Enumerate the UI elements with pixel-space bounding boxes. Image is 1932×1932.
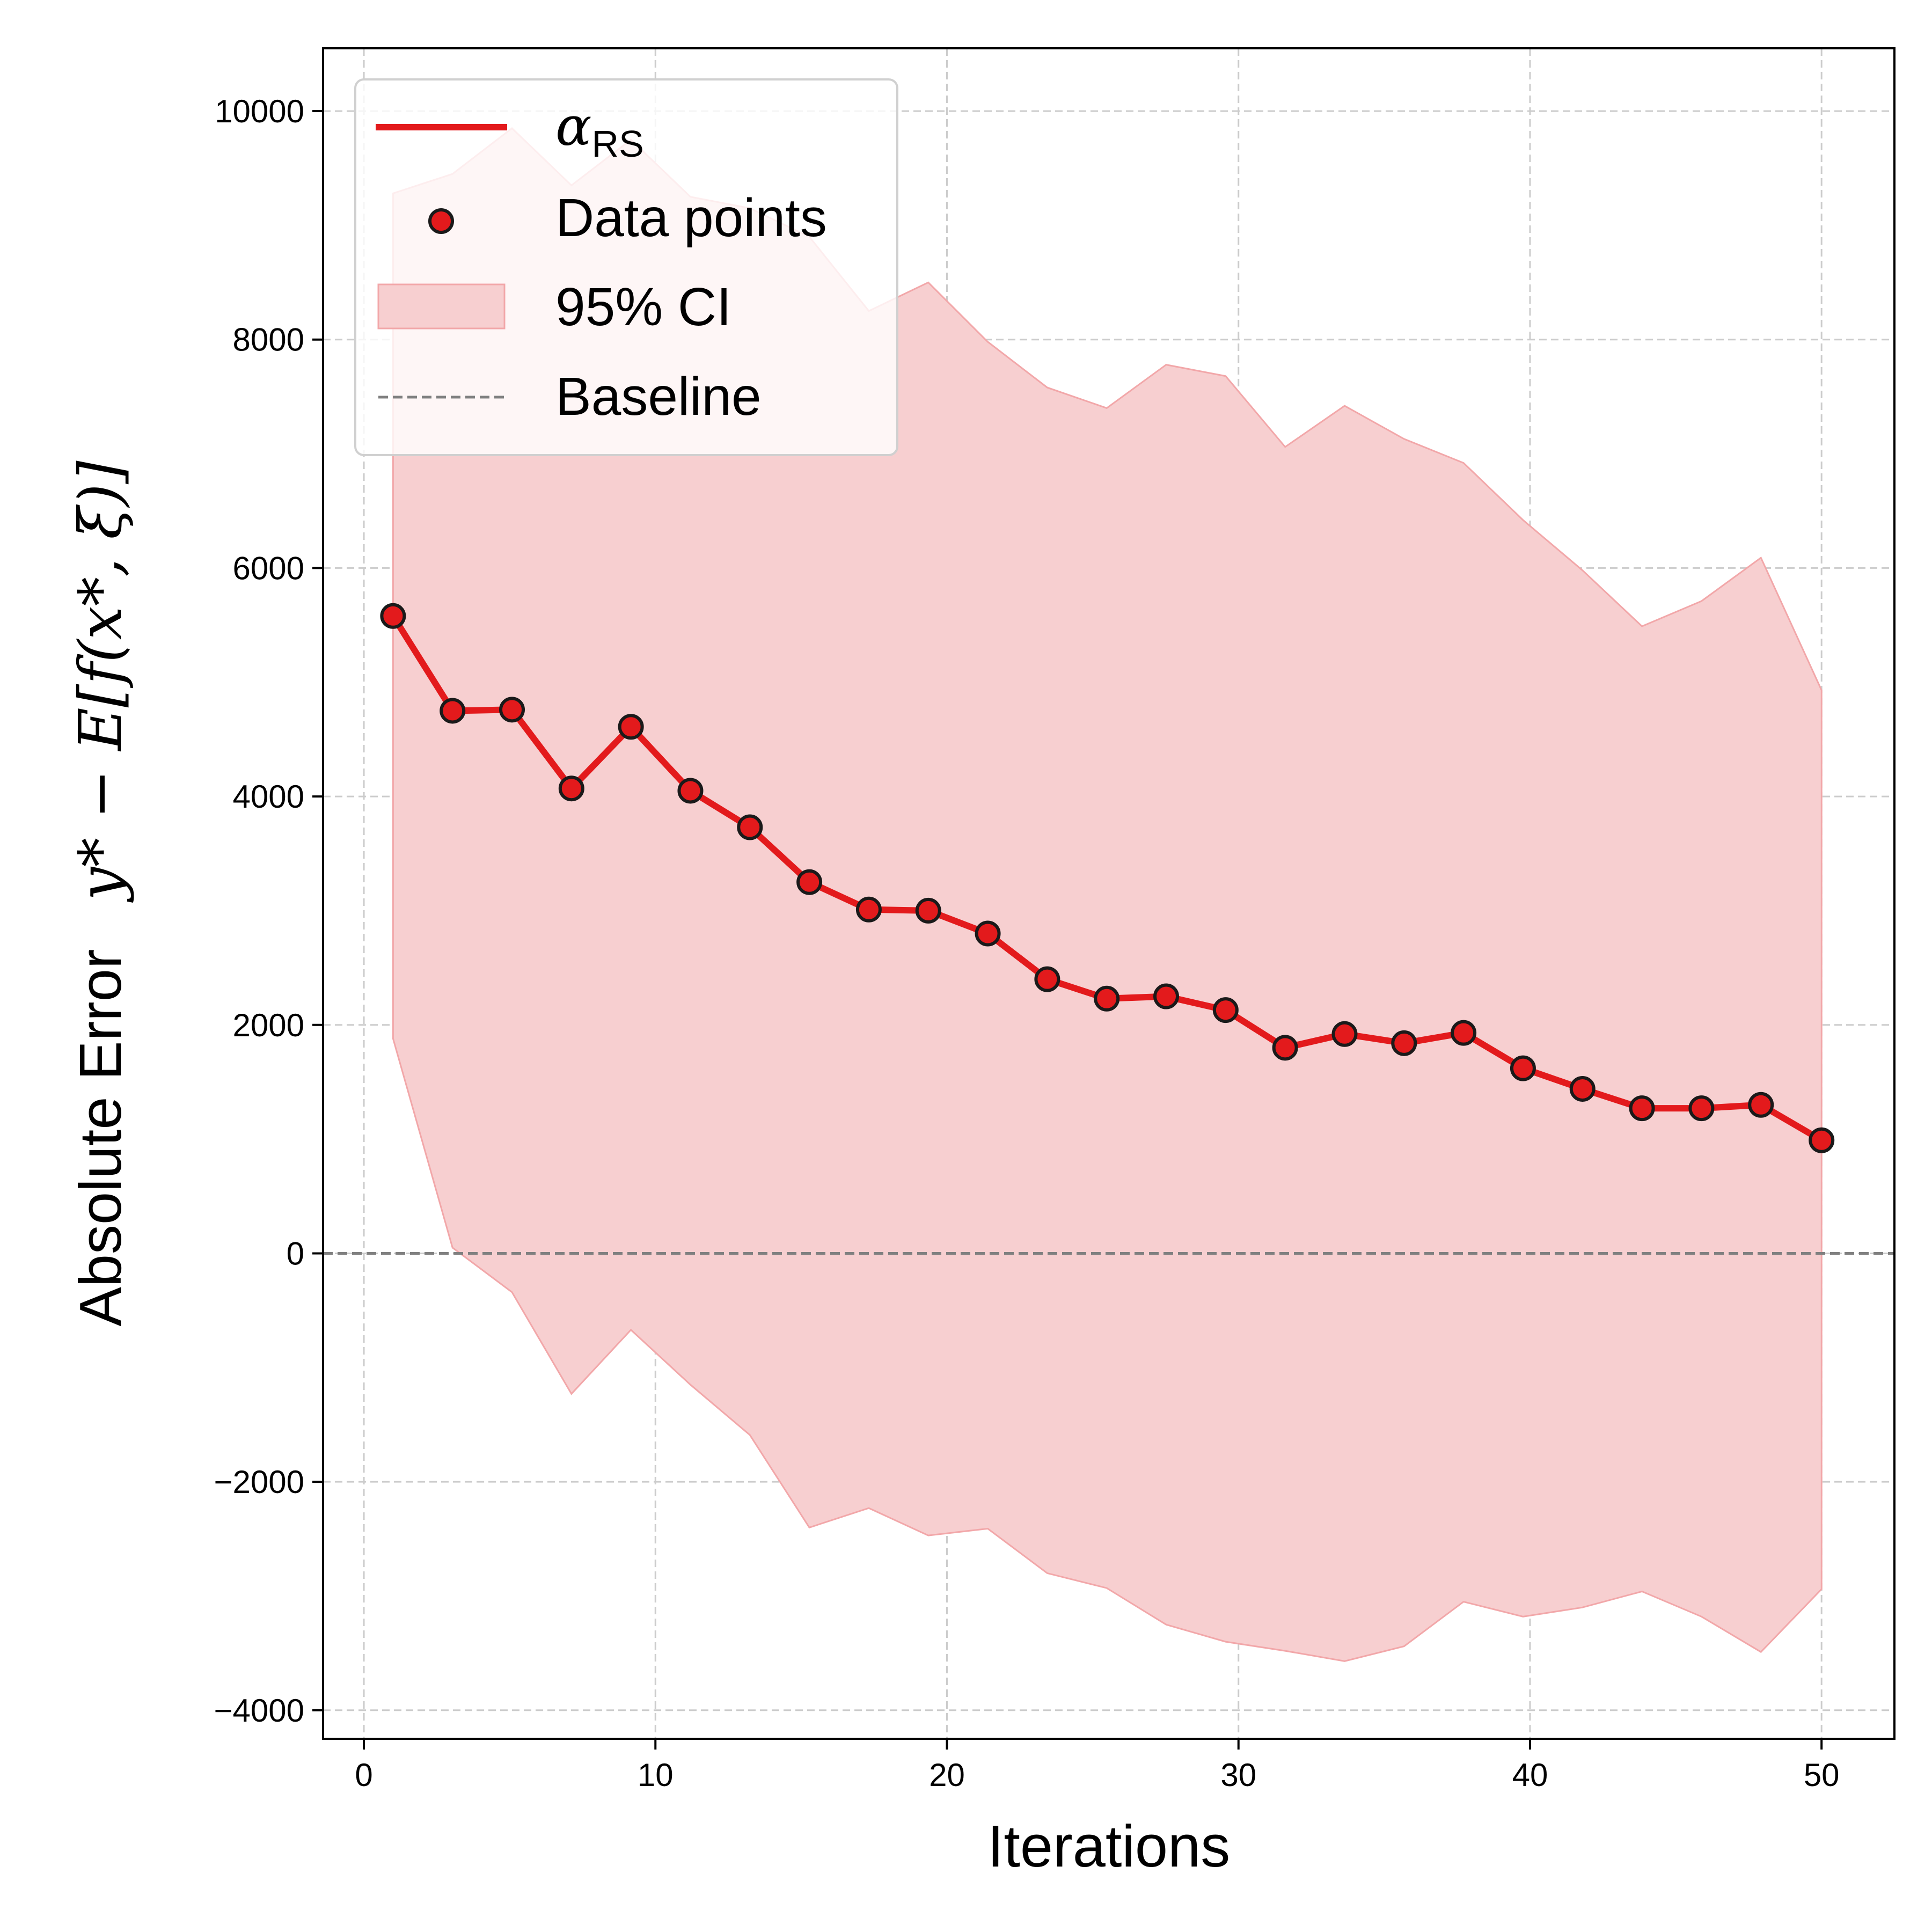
- plot-frame: [322, 47, 1896, 1740]
- data-point: [1331, 1021, 1358, 1047]
- legend-label-baseline: Baseline: [555, 367, 762, 427]
- data-point: [1569, 1075, 1596, 1102]
- y-tick-label: 10000: [215, 93, 304, 129]
- y-tick-label: 0: [287, 1235, 304, 1271]
- y-tick-label: −2000: [214, 1464, 304, 1500]
- data-point: [499, 697, 525, 723]
- y-axis-title-math: y* − E[f(x*, ξ)]: [66, 460, 135, 903]
- y-axis: −4000 −2000 0 2000 4000 6000 8000 10000: [214, 93, 323, 1729]
- legend-label-ci: 95% CI: [555, 277, 731, 337]
- data-point: [1809, 1127, 1835, 1153]
- x-tick-label: 50: [1804, 1757, 1840, 1793]
- data-point: [1153, 983, 1180, 1009]
- data-point: [558, 775, 584, 802]
- x-axis-title: Iterations: [987, 1813, 1230, 1879]
- x-tick-label: 0: [355, 1757, 372, 1793]
- y-axis-title-text: Absolute Error: [68, 949, 134, 1326]
- data-point: [440, 698, 466, 724]
- data-point: [1034, 966, 1060, 992]
- y-axis-title: Absolute Error y* − E[f(x*, ξ)]: [66, 460, 135, 1326]
- data-point: [618, 714, 644, 740]
- legend-box: [354, 78, 898, 456]
- x-tick-label: 40: [1512, 1757, 1548, 1793]
- x-axis: 0 10 20 30 40 50: [355, 1739, 1840, 1793]
- data-point: [1391, 1030, 1417, 1056]
- svg-text:Absolute Error y* − E[f(: Absolute Error y* − E[f(x*, ξ)]: [66, 460, 135, 1326]
- data-point: [796, 869, 823, 895]
- data-point: [1629, 1095, 1655, 1122]
- legend-label-data-points: Data points: [555, 188, 827, 248]
- data-point: [1510, 1055, 1536, 1081]
- y-tick-label: 2000: [233, 1007, 304, 1043]
- data-markers: [380, 603, 1835, 1153]
- x-tick-label: 20: [929, 1757, 965, 1793]
- legend-ci-swatch: [377, 283, 506, 330]
- y-tick-label: 8000: [233, 322, 304, 358]
- data-point: [1748, 1092, 1774, 1118]
- data-point: [737, 814, 763, 840]
- data-point: [1212, 997, 1239, 1023]
- data-point: [1451, 1020, 1477, 1046]
- data-point: [380, 603, 406, 629]
- y-tick-label: 4000: [233, 779, 304, 815]
- y-tick-label: 6000: [233, 550, 304, 586]
- legend-marker-swatch: [428, 208, 454, 234]
- data-point: [975, 920, 1001, 947]
- legend-label-alpha-sub: RS: [592, 123, 644, 165]
- data-point: [855, 896, 882, 923]
- data-point: [1272, 1035, 1298, 1061]
- legend-label-alpha: α: [555, 95, 592, 158]
- data-point: [1094, 985, 1120, 1012]
- svg-text:αRS: αRS: [555, 95, 644, 165]
- data-point: [915, 897, 941, 924]
- y-tick-label: −4000: [214, 1693, 304, 1729]
- legend: αRS Data points 95% CI Baseline: [354, 78, 898, 456]
- data-point: [677, 778, 704, 804]
- data-point: [1688, 1095, 1715, 1122]
- x-tick-label: 30: [1220, 1757, 1256, 1793]
- x-tick-label: 10: [638, 1757, 674, 1793]
